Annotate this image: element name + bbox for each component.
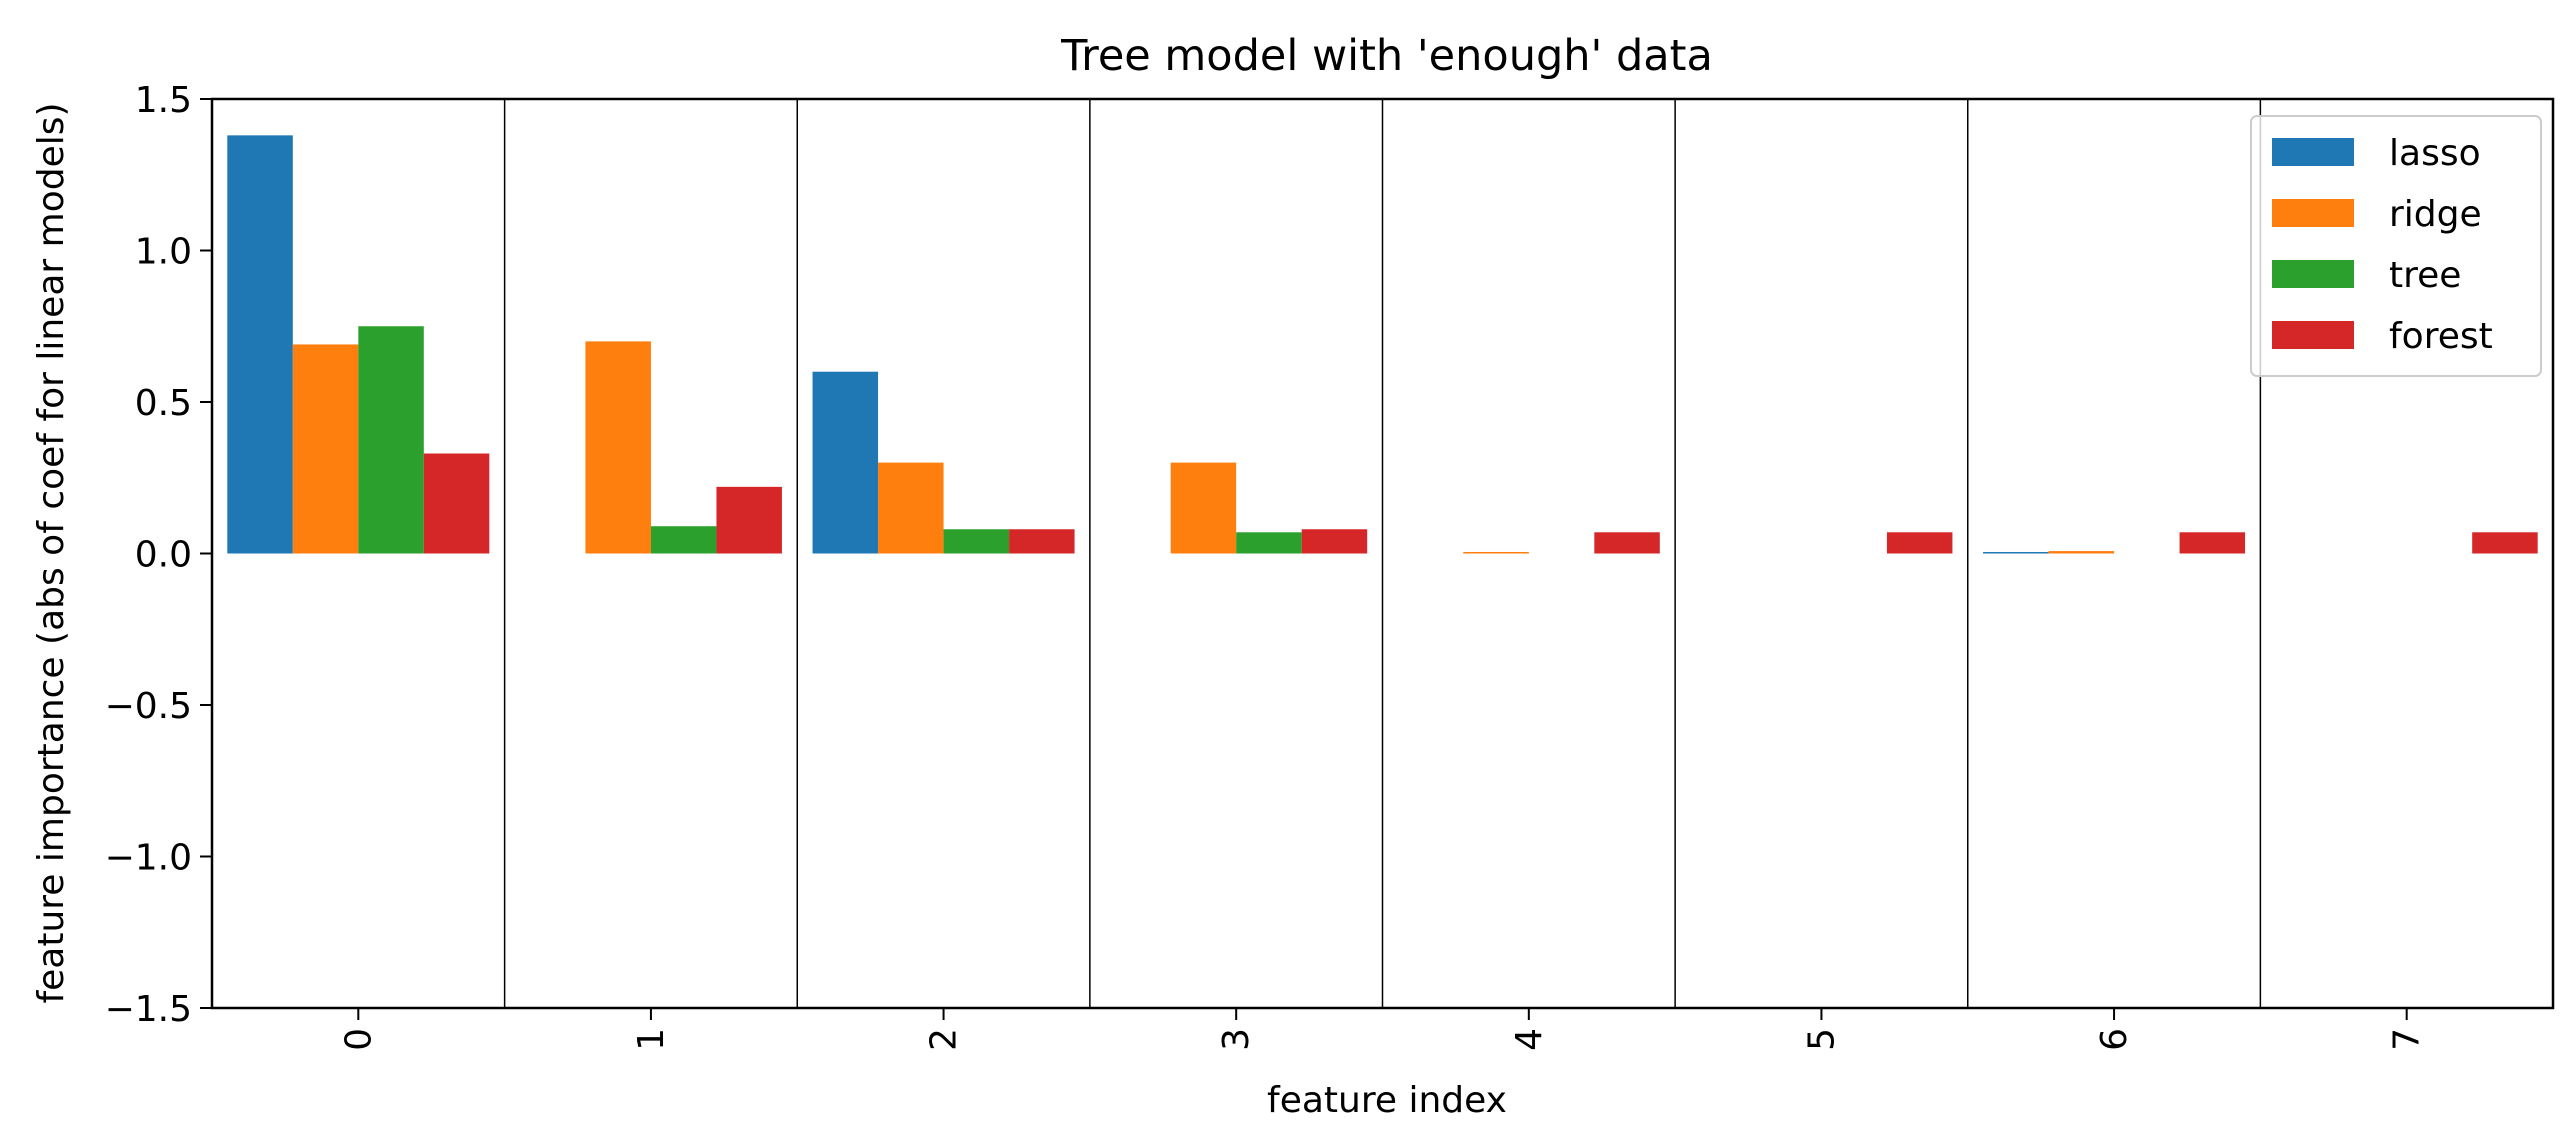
x-tick-label: 0 [338,1028,379,1051]
legend-label-lasso: lasso [2389,133,2481,174]
legend-swatch-lasso [2272,138,2354,166]
bar-forest-2 [1009,529,1075,554]
legend: lasso ridge tree forest [2250,115,2542,377]
bar-forest-6 [2179,532,2246,554]
legend-box [2250,115,2542,377]
x-axis-label: feature index [1267,1080,1507,1121]
bar-tree-3 [1236,532,1302,554]
legend-label-forest: forest [2389,316,2493,357]
y-tick-label: 1.5 [135,80,192,121]
x-axis: 0 1 2 3 4 5 6 7 [338,1008,2428,1051]
x-tick-label: 1 [631,1028,672,1051]
y-tick-label: 0.5 [135,383,192,424]
x-tick-label: 7 [2387,1028,2428,1051]
bar-tree-1 [650,526,717,554]
y-tick-label: −1.0 [105,838,192,879]
bar-ridge-3 [1170,462,1237,554]
bar-lasso-0 [227,135,293,554]
legend-swatch-ridge [2272,199,2354,227]
bar-ridge-4 [1463,551,1529,554]
bars-group [227,135,2538,554]
bar-forest-0 [423,453,490,554]
bar-ridge-6 [2048,551,2115,554]
bar-forest-7 [2472,532,2538,554]
x-tick-label: 3 [1216,1028,1257,1051]
bar-forest-1 [716,486,782,554]
bar-ridge-0 [292,344,359,554]
y-axis: −1.5 −1.0 −0.5 0.0 0.5 1.0 1.5 [105,80,212,1030]
chart-title: Tree model with 'enough' data [1060,31,1713,81]
bar-ridge-1 [585,341,651,554]
legend-label-tree: tree [2389,255,2461,296]
bar-ridge-2 [878,462,944,554]
y-tick-label: 1.0 [135,232,192,273]
bar-lasso-6 [1983,551,2049,554]
bar-tree-0 [358,326,424,554]
legend-label-ridge: ridge [2389,194,2482,235]
y-axis-label: feature importance (abs of coef for line… [31,102,72,1003]
legend-swatch-forest [2272,321,2354,349]
x-tick-label: 4 [1509,1028,1550,1051]
bar-forest-5 [1886,532,1953,554]
x-tick-label: 5 [1801,1028,1842,1051]
x-tick-label: 2 [924,1028,965,1051]
y-tick-label: −1.5 [105,989,192,1030]
bar-forest-4 [1594,532,1660,554]
plot-frame [210,97,2555,1010]
bar-lasso-2 [812,371,879,554]
x-tick-label: 6 [2094,1028,2135,1051]
y-tick-label: 0.0 [135,535,192,576]
bar-forest-3 [1301,529,1368,554]
y-tick-label: −0.5 [105,686,192,727]
legend-swatch-tree [2272,260,2354,288]
bar-tree-2 [943,529,1010,554]
